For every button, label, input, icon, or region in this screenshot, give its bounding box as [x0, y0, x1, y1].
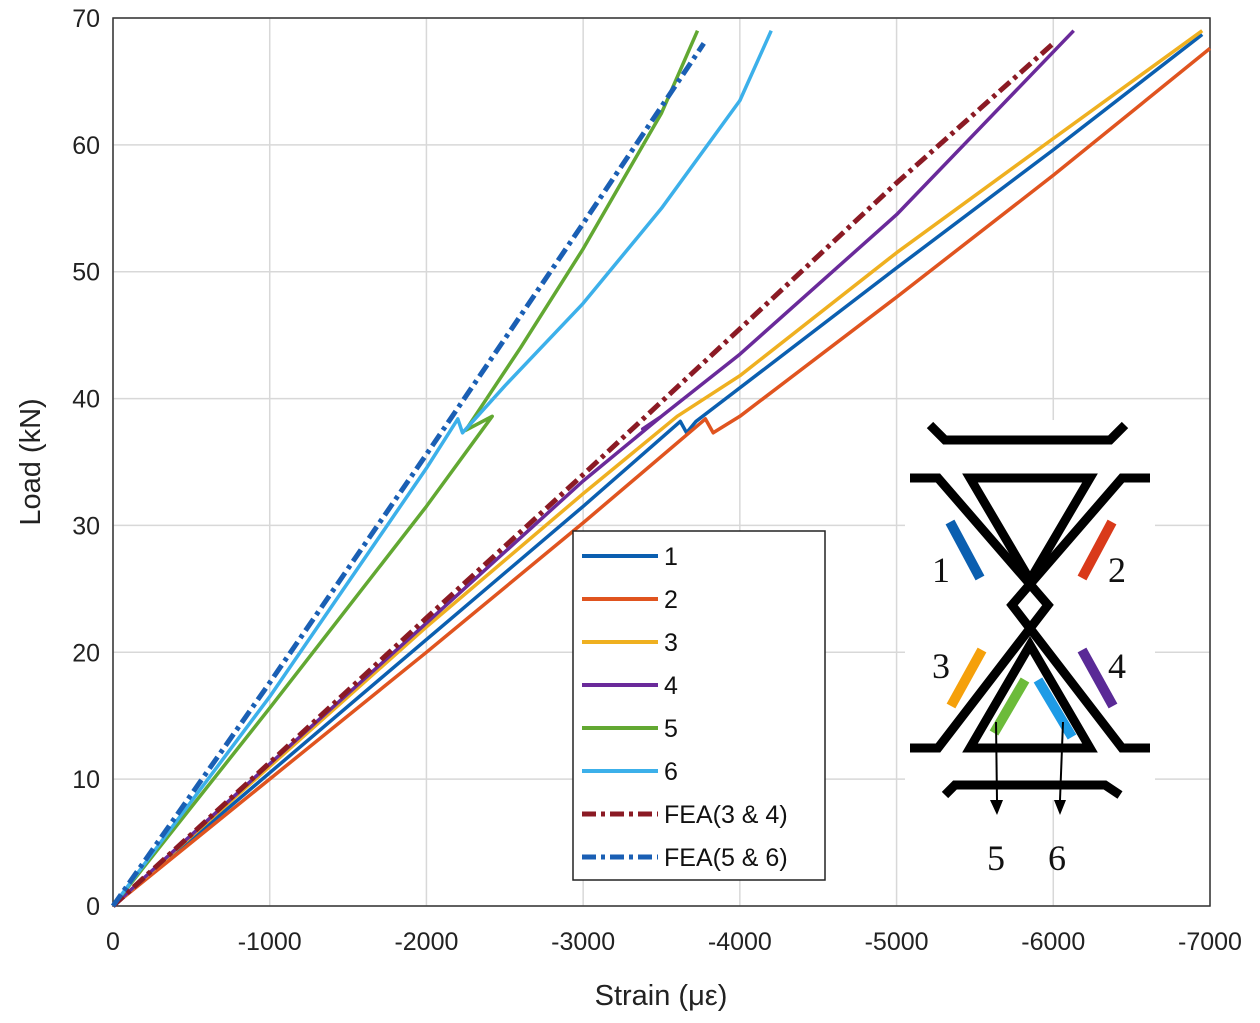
inset-label-6: 6 [1048, 838, 1066, 878]
x-tick-label: -7000 [1178, 928, 1242, 956]
inset-label-4: 4 [1108, 646, 1126, 686]
series-line-1 [111, 33, 1204, 908]
inset-diagram [905, 420, 1155, 815]
legend-label: 2 [664, 586, 678, 614]
x-tick-label: -2000 [394, 928, 458, 956]
legend-label: FEA(3 & 4) [664, 801, 788, 829]
x-tick-label: -6000 [1021, 928, 1085, 956]
series-group [110, 29, 1212, 908]
legend-label: 5 [664, 715, 678, 743]
legend-label: 4 [664, 672, 678, 700]
series-line-8 [110, 42, 706, 908]
plot-frame [112, 17, 1211, 907]
series-line-3 [111, 29, 1204, 908]
x-tick-label: -5000 [865, 928, 929, 956]
y-tick-label: 70 [72, 5, 100, 33]
y-tick-label: 40 [72, 386, 100, 414]
x-axis-label: Strain (με) [595, 980, 728, 1012]
y-tick-label: 0 [86, 893, 100, 921]
series-line-6 [111, 29, 773, 908]
series-line-2 [111, 47, 1212, 908]
y-ticks: 0 10 20 30 40 50 60 70 [72, 5, 100, 921]
inset-label-5: 5 [987, 838, 1005, 878]
x-tick-label: -3000 [551, 928, 615, 956]
legend-label: 3 [664, 629, 678, 657]
y-tick-label: 60 [72, 132, 100, 160]
inset-label-1: 1 [932, 550, 950, 590]
legend-label: FEA(5 & 6) [664, 844, 788, 872]
y-axis-label: Load (kN) [15, 398, 47, 525]
legend: 1 2 3 4 5 6 FEA(3 & 4) FEA(5 & 6) [572, 530, 826, 881]
y-tick-label: 20 [72, 639, 100, 667]
legend-label: 1 [664, 543, 678, 571]
x-ticks: 0 -1000 -2000 -3000 -4000 -5000 -6000 -7000 [106, 928, 1242, 956]
inset-label-3: 3 [932, 646, 950, 686]
y-tick-label: 50 [72, 259, 100, 287]
x-tick-label: 0 [106, 928, 120, 956]
legend-label: 6 [664, 758, 678, 786]
x-tick-label: -1000 [238, 928, 302, 956]
y-tick-label: 30 [72, 512, 100, 540]
legend-box [572, 530, 826, 881]
series-line-7 [111, 41, 1055, 908]
inset-label-2: 2 [1108, 550, 1126, 590]
x-tick-label: -4000 [708, 928, 772, 956]
y-tick-label: 10 [72, 766, 100, 794]
